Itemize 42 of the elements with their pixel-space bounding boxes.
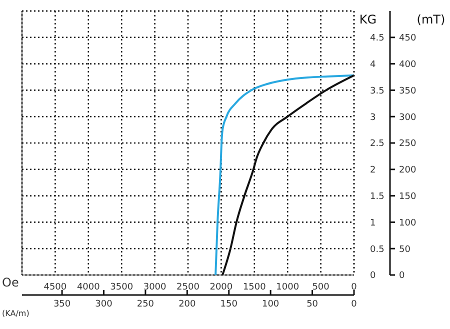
x2-tick-label: 0	[351, 299, 358, 310]
x-tick-label: 4000	[76, 282, 100, 292]
y-tick-label: 3	[370, 112, 376, 123]
x-tick-label: 3500	[110, 282, 134, 292]
x2-tick-label: 50	[306, 299, 318, 310]
x-tick-label: 0	[351, 282, 358, 292]
y2-tick-label: 150	[399, 192, 416, 202]
x-tick-label: 4500	[44, 282, 67, 292]
y2-axis-title: (mT)	[416, 12, 446, 27]
y2-tick-label: 250	[399, 139, 416, 150]
y-tick-label: 2.5	[370, 139, 384, 150]
y-tick-label: 4.5	[370, 34, 384, 44]
y2-tick-label: 50	[399, 244, 411, 255]
y2-tick-label: 300	[399, 112, 416, 123]
x2-tick-label: 100	[262, 299, 280, 310]
y-tick-label: 3.5	[370, 86, 384, 96]
x2-tick-label: 250	[136, 299, 154, 310]
y2-tick-label: 200	[399, 166, 416, 176]
x2-axis-title: (KA/m)	[2, 308, 30, 318]
y2-tick-label: 0	[399, 271, 405, 282]
x2-tick-label: 300	[95, 299, 113, 310]
y-tick-label: 0	[370, 271, 376, 282]
x2-tick-label: 350	[53, 299, 71, 310]
x-tick-label: 2000	[210, 282, 233, 292]
x-tick-label: 1000	[276, 282, 300, 292]
x2-tick-label: 150	[220, 299, 238, 310]
y2-tick-label: 100	[399, 218, 416, 228]
x-tick-label: 2500	[176, 282, 200, 292]
y2-tick-label: 400	[399, 60, 416, 70]
y-tick-label: 4	[370, 60, 376, 70]
y-tick-label: 1	[370, 218, 376, 228]
y-tick-label: 2	[370, 166, 376, 176]
y2-tick-label: 350	[399, 86, 416, 96]
x-axis-title: Oe	[2, 275, 19, 290]
x2-tick-label: 200	[178, 299, 196, 310]
y-tick-label: 1.5	[370, 192, 384, 202]
y2-tick-label: 450	[399, 34, 416, 44]
x-tick-label: 3000	[143, 282, 167, 292]
x-tick-label: 1500	[242, 282, 266, 292]
x-tick-label: 500	[312, 282, 330, 292]
y-tick-label: 0.5	[370, 244, 384, 255]
y-axis-title: KG	[359, 12, 377, 27]
